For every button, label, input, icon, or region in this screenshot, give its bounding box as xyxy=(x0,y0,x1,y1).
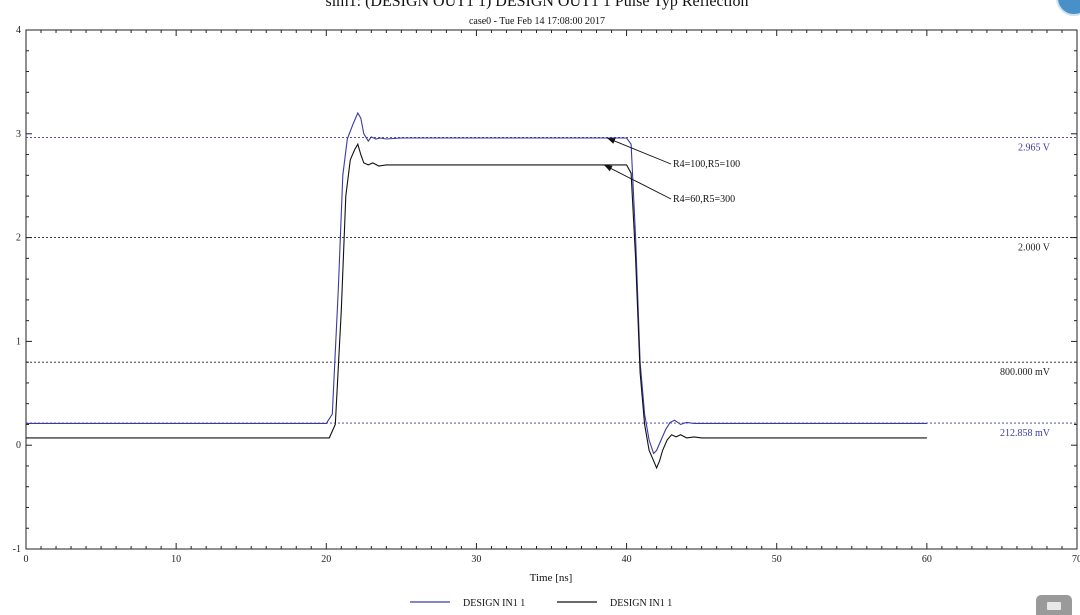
x-tick-label: 0 xyxy=(24,554,29,565)
annotation-label: R4=100,R5=100 xyxy=(673,159,740,170)
x-tick-label: 50 xyxy=(772,554,782,565)
reference-line-label: 2.000 V xyxy=(1018,243,1051,254)
series-line-1 xyxy=(26,111,927,455)
y-tick-label: 3 xyxy=(16,129,21,140)
y-tick-label: 2 xyxy=(16,233,21,244)
legend: DESIGN IN1 1 DESIGN IN1 1 xyxy=(410,598,672,609)
printer-icon[interactable] xyxy=(1036,595,1072,615)
reference-line-label: 800.000 mV xyxy=(1000,367,1051,378)
annotation-arrowhead xyxy=(607,137,616,144)
reference-line-label: 2.965 V xyxy=(1018,142,1051,153)
annotation-label: R4=60,R5=300 xyxy=(673,194,735,205)
series-line-2 xyxy=(26,142,927,470)
x-tick-label: 20 xyxy=(321,554,331,565)
legend-entry-label: DESIGN IN1 1 xyxy=(610,598,672,609)
y-tick-label: 1 xyxy=(16,336,21,347)
x-tick-label: 10 xyxy=(171,554,181,565)
x-tick-label: 60 xyxy=(922,554,932,565)
plot-frame xyxy=(25,29,1078,550)
y-tick-label: -1 xyxy=(13,544,21,555)
annotation-arrowhead xyxy=(604,164,613,172)
x-tick-label: 30 xyxy=(471,554,481,565)
chart-title: sim1: (DESIGN OUT1 1) DESIGN OUT1 1 Puls… xyxy=(326,0,749,10)
annotation-arrow xyxy=(606,137,672,165)
x-axis-label: Time [ns] xyxy=(530,572,573,584)
reference-line-label: 212.858 mV xyxy=(1000,428,1051,439)
x-tick-label: 70 xyxy=(1072,554,1080,565)
x-tick-label: 40 xyxy=(622,554,632,565)
legend-entry-label: DESIGN IN1 1 xyxy=(463,598,525,609)
annotation-arrow xyxy=(603,164,672,200)
y-tick-label: 0 xyxy=(16,440,21,451)
chart-subtitle: case0 - Tue Feb 14 17:08:00 2017 xyxy=(469,16,605,27)
y-tick-label: 4 xyxy=(16,25,21,36)
